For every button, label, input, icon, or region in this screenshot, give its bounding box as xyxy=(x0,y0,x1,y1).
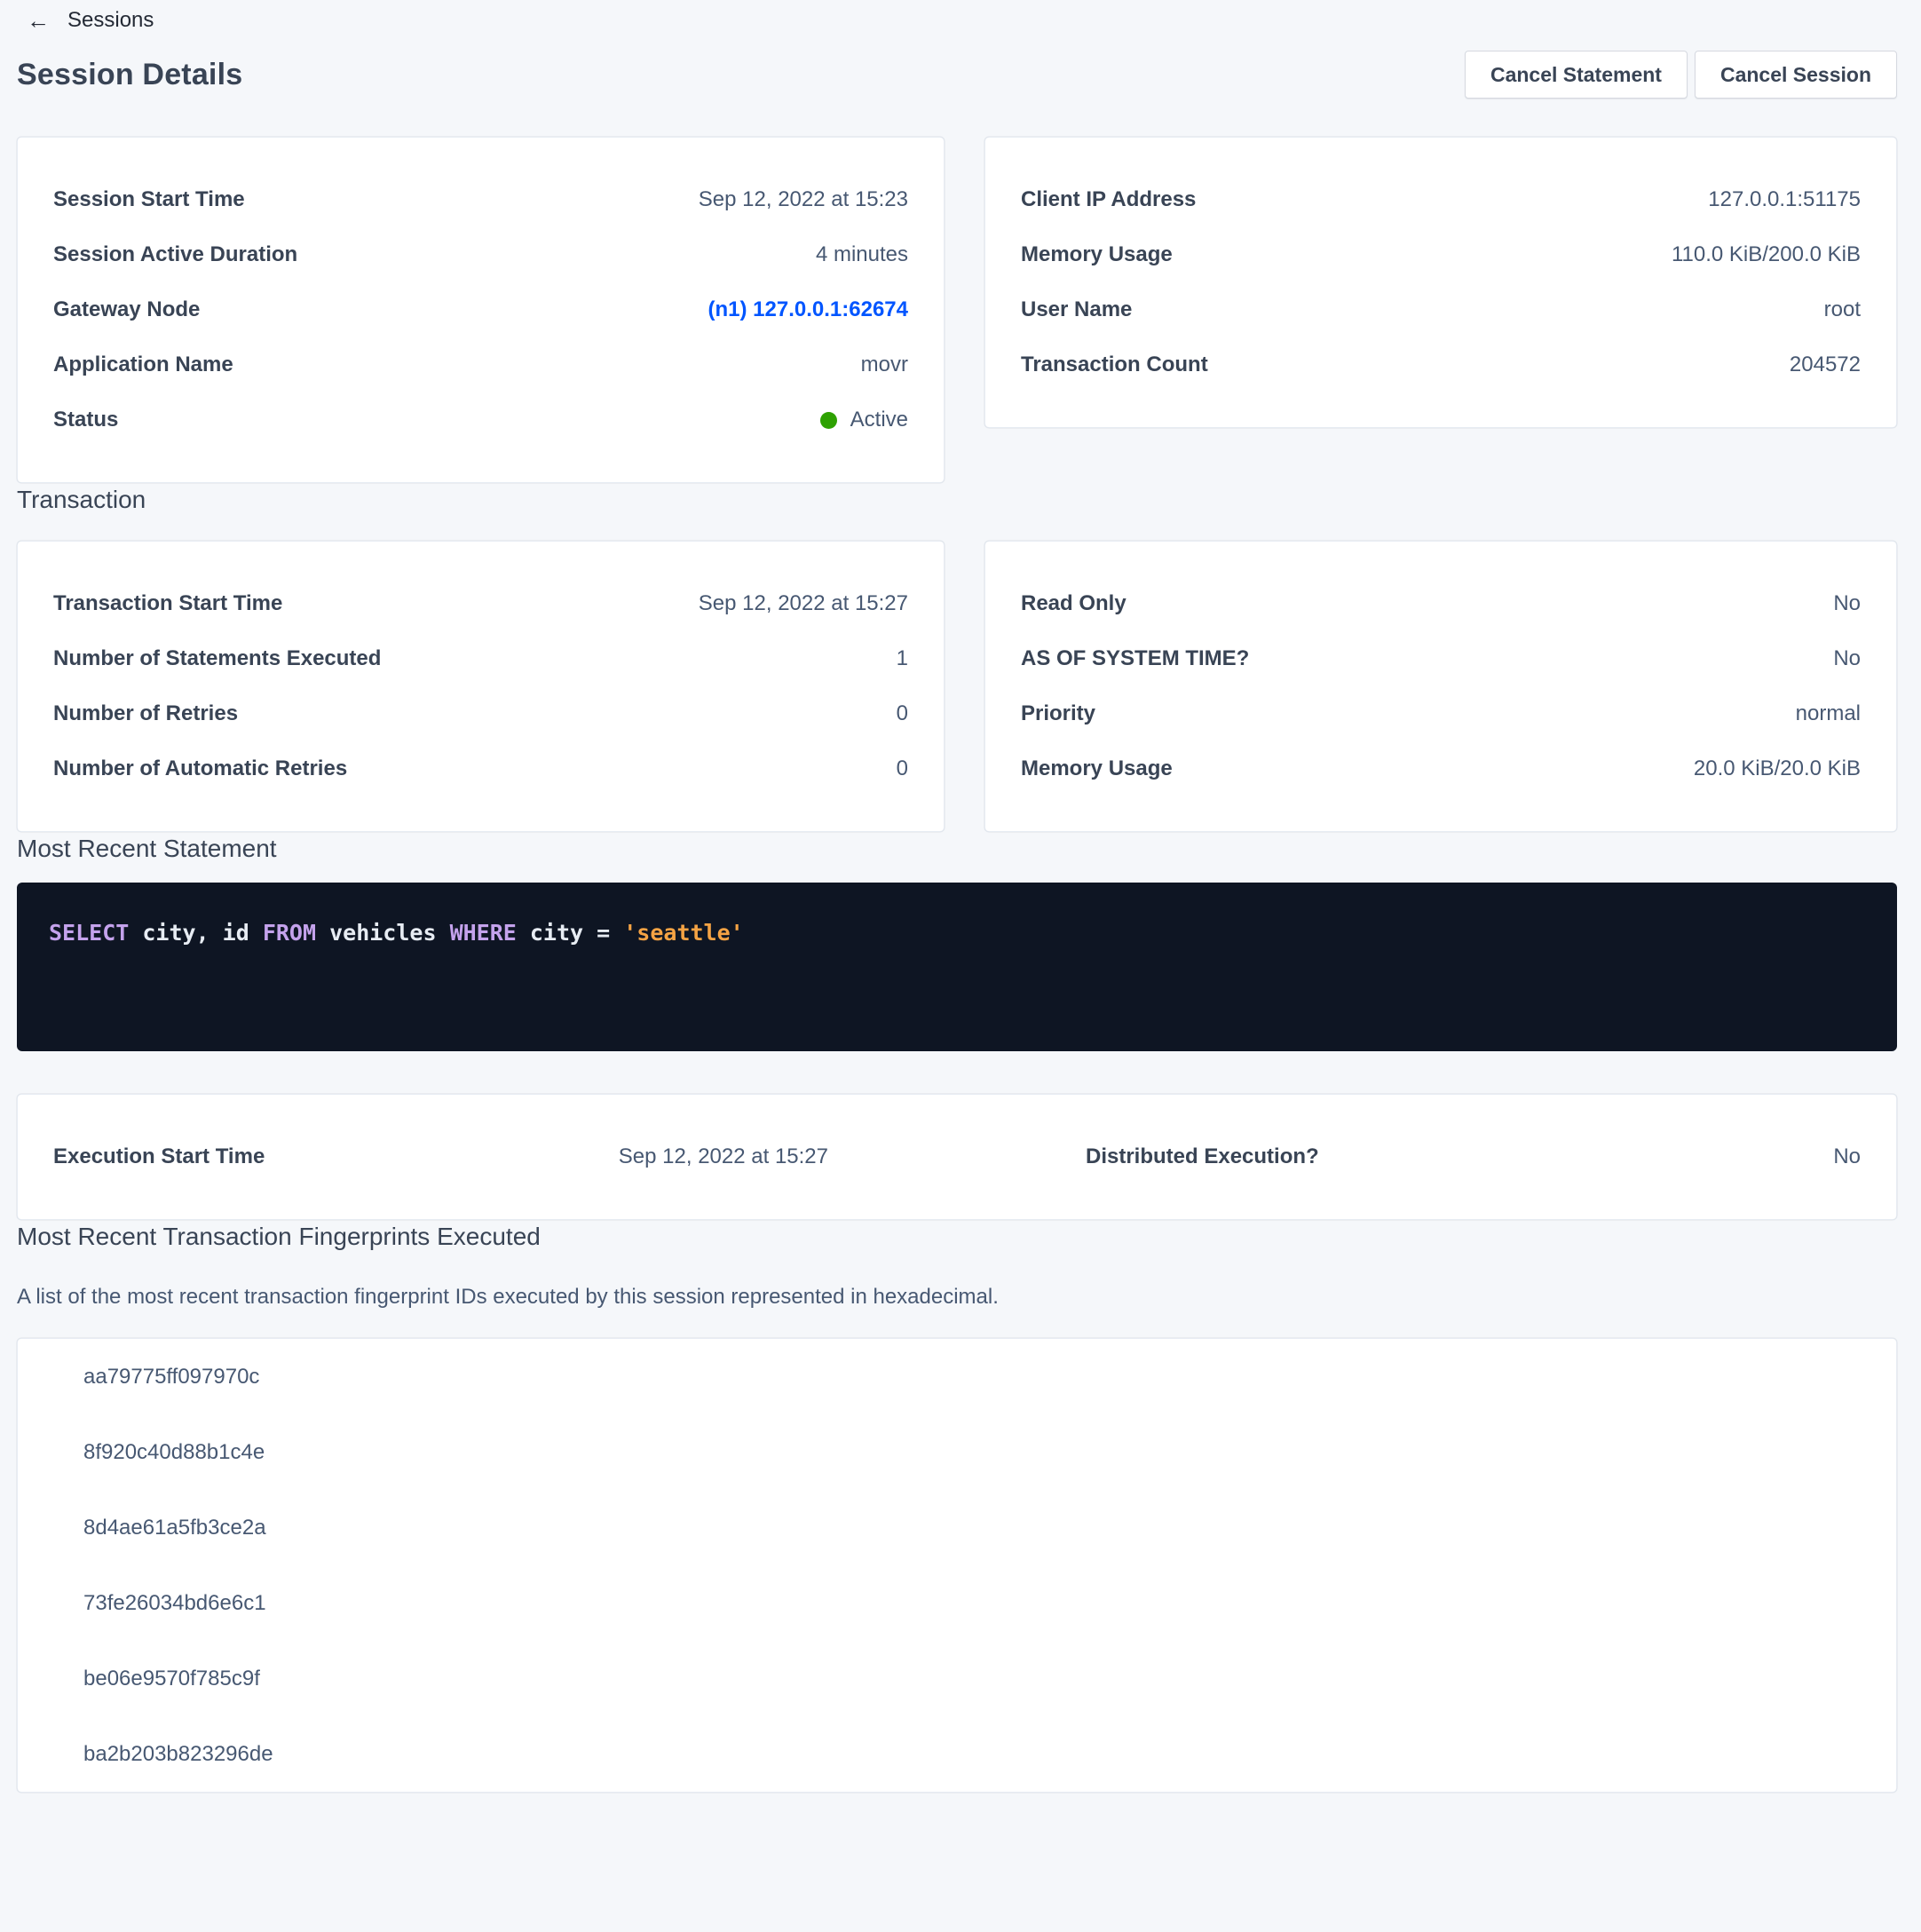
retries-row: Number of Retries 0 xyxy=(53,686,908,741)
status-value: Active xyxy=(850,408,908,432)
row-value: 4 minutes xyxy=(815,242,908,266)
row-label: Application Name xyxy=(53,352,233,376)
fingerprint-list-item: 8d4ae61a5fb3ce2a xyxy=(83,1515,266,1540)
session-active-duration-row: Session Active Duration 4 minutes xyxy=(53,227,908,282)
status-row: Status Active xyxy=(53,392,908,447)
application-name-row: Application Name movr xyxy=(53,337,908,392)
statement-section-heading: Most Recent Statement xyxy=(17,835,277,862)
sql-statement: SELECT city, id FROM vehicles WHERE city… xyxy=(49,920,744,946)
session-start-time-row: Session Start Time Sep 12, 2022 at 15:23 xyxy=(53,172,908,227)
memory-usage-row: Memory Usage 110.0 KiB/200.0 KiB xyxy=(1021,227,1861,282)
txn-memory-usage-row: Memory Usage 20.0 KiB/20.0 KiB xyxy=(1021,741,1861,796)
execution-summary-card: Execution Start Time Sep 12, 2022 at 15:… xyxy=(17,1094,1897,1220)
distributed-execution-pair: Distributed Execution? No xyxy=(939,1144,1861,1169)
row-label: Session Start Time xyxy=(53,187,245,211)
row-value: Sep 12, 2022 at 15:27 xyxy=(618,1144,828,1168)
sql-token-plain: city = xyxy=(516,920,624,946)
client-summary-card: Client IP Address 127.0.0.1:51175 Memory… xyxy=(984,137,1897,428)
fingerprints-section-heading: Most Recent Transaction Fingerprints Exe… xyxy=(17,1223,541,1250)
fingerprint-list-item: aa79775ff097970c xyxy=(83,1364,260,1389)
session-overview-row: Session Start Time Sep 12, 2022 at 15:23… xyxy=(17,137,1897,483)
row-label: Read Only xyxy=(1021,591,1127,615)
row-label: Session Active Duration xyxy=(53,242,298,266)
read-only-row: Read Only No xyxy=(1021,576,1861,631)
row-label: Number of Automatic Retries xyxy=(53,756,348,780)
sql-token-plain: city, id xyxy=(129,920,263,946)
row-value: No xyxy=(1833,591,1861,615)
row-label: Priority xyxy=(1021,701,1096,725)
session-summary-card: Session Start Time Sep 12, 2022 at 15:23… xyxy=(17,137,945,483)
row-value: normal xyxy=(1795,701,1861,725)
status-active-dot-icon xyxy=(819,411,837,429)
row-label: Transaction Start Time xyxy=(53,591,283,615)
sql-token-plain: vehicles xyxy=(316,920,450,946)
priority-row: Priority normal xyxy=(1021,686,1861,741)
fingerprint-list-item: ba2b203b823296de xyxy=(83,1741,273,1766)
cancel-session-button[interactable]: Cancel Session xyxy=(1694,51,1897,99)
row-label: AS OF SYSTEM TIME? xyxy=(1021,646,1250,670)
row-label: Memory Usage xyxy=(1021,756,1173,780)
sql-token-keyword: SELECT xyxy=(49,920,130,946)
row-label: Distributed Execution? xyxy=(1086,1144,1319,1168)
user-name-row: User Name root xyxy=(1021,282,1861,337)
transaction-details-card: Transaction Start Time Sep 12, 2022 at 1… xyxy=(17,541,945,832)
status-badge: Active xyxy=(819,408,908,432)
row-label: Client IP Address xyxy=(1021,187,1197,211)
session-details-page: ← Sessions Session Details Cancel Statem… xyxy=(17,7,1897,1793)
transaction-properties-card: Read Only No AS OF SYSTEM TIME? No Prior… xyxy=(984,541,1897,832)
fingerprints-list-card: aa79775ff097970c 8f920c40d88b1c4e 8d4ae6… xyxy=(17,1338,1897,1793)
page-header: Session Details Cancel Statement Cancel … xyxy=(17,51,1897,99)
execution-start-time-pair: Execution Start Time Sep 12, 2022 at 15:… xyxy=(53,1144,939,1169)
row-label: Status xyxy=(53,408,119,432)
fingerprint-list-item: be06e9570f785c9f xyxy=(83,1666,260,1690)
row-label: Execution Start Time xyxy=(53,1144,265,1168)
transaction-start-time-row: Transaction Start Time Sep 12, 2022 at 1… xyxy=(53,576,908,631)
row-value: Sep 12, 2022 at 15:27 xyxy=(698,591,908,615)
row-value: 0 xyxy=(896,701,908,725)
back-arrow-icon: ← xyxy=(27,7,50,34)
as-of-system-time-row: AS OF SYSTEM TIME? No xyxy=(1021,631,1861,686)
cancel-statement-button[interactable]: Cancel Statement xyxy=(1464,51,1688,99)
page-title: Session Details xyxy=(17,57,243,91)
row-value: No xyxy=(1833,646,1861,670)
fingerprint-list-item: 73fe26034bd6e6c1 xyxy=(83,1590,266,1615)
gateway-node-row: Gateway Node (n1) 127.0.0.1:62674 xyxy=(53,282,908,337)
sql-token-keyword: FROM xyxy=(262,920,317,946)
row-value: 0 xyxy=(896,756,908,780)
row-value: 1 xyxy=(896,646,908,670)
fingerprint-list-item: 8f920c40d88b1c4e xyxy=(83,1439,265,1464)
row-label: Transaction Count xyxy=(1021,352,1208,376)
gateway-node-link[interactable]: (n1) 127.0.0.1:62674 xyxy=(708,297,908,321)
transaction-section-heading: Transaction xyxy=(17,486,146,513)
sql-token-keyword: WHERE xyxy=(449,920,517,946)
row-value: 127.0.0.1:51175 xyxy=(1708,187,1861,211)
sql-statement-box: SELECT city, id FROM vehicles WHERE city… xyxy=(17,883,1897,1051)
row-value: 110.0 KiB/200.0 KiB xyxy=(1671,242,1861,266)
breadcrumb-label: Sessions xyxy=(67,8,154,32)
client-ip-row: Client IP Address 127.0.0.1:51175 xyxy=(1021,172,1861,227)
transaction-row: Transaction Start Time Sep 12, 2022 at 1… xyxy=(17,541,1897,832)
row-value: Sep 12, 2022 at 15:23 xyxy=(698,187,908,211)
row-label: Memory Usage xyxy=(1021,242,1173,266)
sql-token-string: 'seattle' xyxy=(623,920,744,946)
header-actions: Cancel Statement Cancel Session xyxy=(1464,51,1897,99)
row-label: Number of Retries xyxy=(53,701,239,725)
row-value: No xyxy=(1833,1144,1861,1168)
row-label: Gateway Node xyxy=(53,297,201,321)
breadcrumb-back-link[interactable]: ← Sessions xyxy=(27,7,154,34)
row-value: root xyxy=(1823,297,1861,321)
row-value: 204572 xyxy=(1789,352,1861,376)
row-value: 20.0 KiB/20.0 KiB xyxy=(1693,756,1861,780)
automatic-retries-row: Number of Automatic Retries 0 xyxy=(53,741,908,796)
row-label: User Name xyxy=(1021,297,1133,321)
fingerprints-description: A list of the most recent transaction fi… xyxy=(17,1285,999,1309)
row-value: movr xyxy=(860,352,908,376)
row-label: Number of Statements Executed xyxy=(53,646,382,670)
transaction-count-row: Transaction Count 204572 xyxy=(1021,337,1861,392)
statements-executed-row: Number of Statements Executed 1 xyxy=(53,631,908,686)
